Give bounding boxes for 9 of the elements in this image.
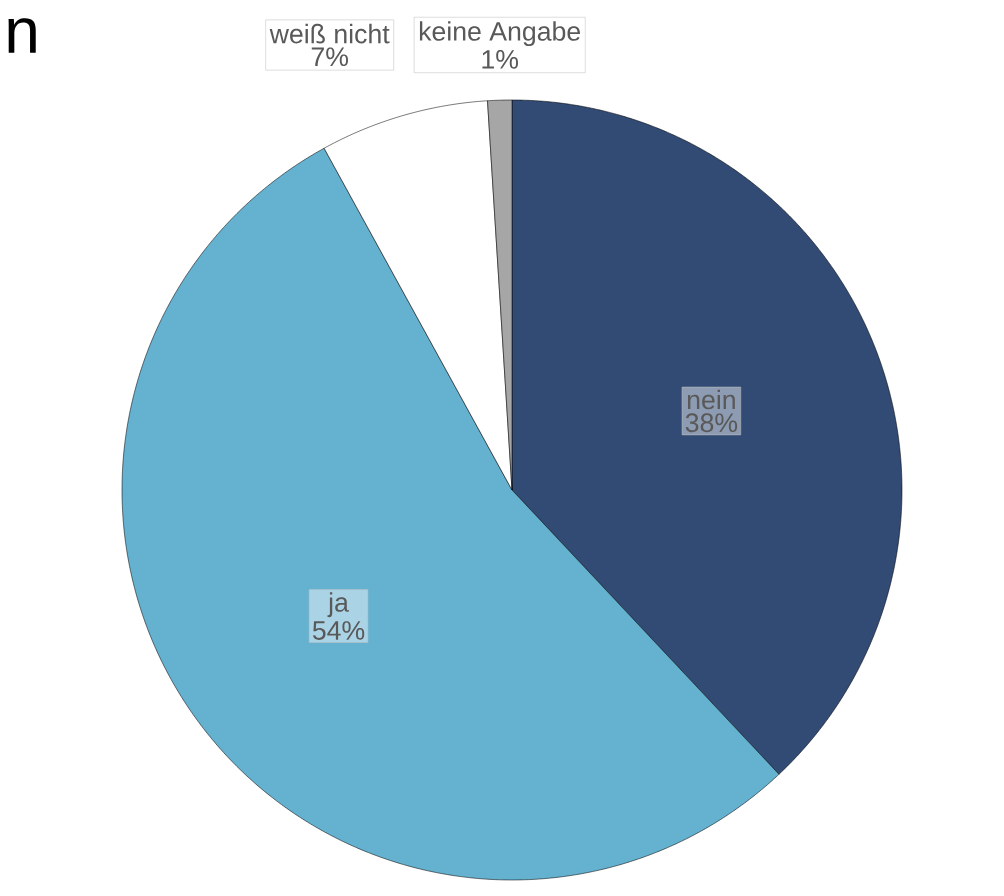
data-label: 54% — [312, 621, 365, 640]
slice-label: keine Angabe — [419, 21, 580, 47]
data-label: 1% — [482, 50, 519, 69]
slice-label: nein — [687, 389, 735, 410]
data-label: 38% — [685, 413, 738, 433]
data-label: 7% — [311, 47, 349, 67]
slice-label: weiß nicht — [269, 23, 390, 44]
chart-title: n — [8, 18, 36, 53]
slice-label: ja — [327, 592, 349, 618]
